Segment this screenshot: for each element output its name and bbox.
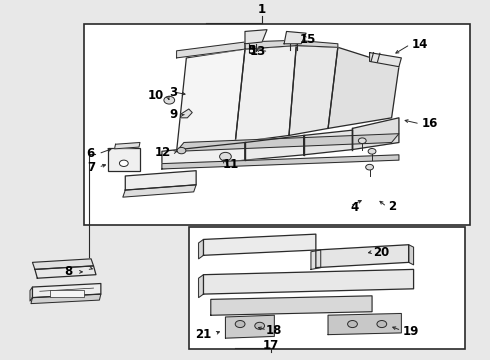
Polygon shape	[35, 266, 96, 278]
Text: 5: 5	[247, 44, 256, 57]
Bar	[108, 148, 140, 171]
Text: 7: 7	[87, 161, 95, 174]
Circle shape	[377, 320, 387, 328]
Circle shape	[368, 148, 376, 154]
Text: 16: 16	[422, 117, 438, 130]
Polygon shape	[198, 275, 203, 298]
Text: 19: 19	[402, 325, 419, 338]
Polygon shape	[125, 171, 196, 190]
Text: 9: 9	[170, 108, 177, 121]
Polygon shape	[30, 287, 32, 301]
Polygon shape	[180, 109, 192, 118]
Polygon shape	[198, 239, 203, 259]
Polygon shape	[245, 135, 304, 160]
Polygon shape	[296, 40, 338, 47]
Polygon shape	[211, 296, 372, 315]
Polygon shape	[409, 245, 414, 265]
Polygon shape	[176, 49, 245, 151]
Polygon shape	[316, 245, 409, 267]
Polygon shape	[32, 259, 94, 269]
Polygon shape	[225, 315, 274, 338]
Circle shape	[235, 320, 245, 328]
Polygon shape	[369, 53, 401, 67]
Polygon shape	[245, 40, 296, 49]
Circle shape	[255, 322, 265, 329]
Bar	[189, 227, 465, 349]
Polygon shape	[328, 314, 401, 335]
Bar	[49, 290, 84, 297]
Text: 21: 21	[196, 328, 212, 341]
Circle shape	[220, 152, 231, 161]
Text: 17: 17	[263, 339, 279, 352]
Polygon shape	[162, 155, 399, 169]
Circle shape	[120, 160, 128, 166]
Text: 20: 20	[373, 246, 389, 259]
Text: 10: 10	[148, 89, 164, 102]
Polygon shape	[289, 46, 338, 135]
Text: 2: 2	[388, 200, 396, 213]
Polygon shape	[328, 47, 399, 129]
Text: 6: 6	[87, 147, 95, 160]
Polygon shape	[162, 143, 245, 169]
Polygon shape	[203, 269, 414, 294]
Text: 12: 12	[154, 145, 171, 158]
Circle shape	[164, 96, 174, 104]
Text: 4: 4	[350, 201, 358, 213]
Polygon shape	[123, 185, 196, 197]
Polygon shape	[32, 284, 101, 298]
Text: 8: 8	[64, 265, 73, 278]
Bar	[84, 24, 470, 225]
Polygon shape	[235, 46, 296, 143]
Circle shape	[358, 138, 366, 144]
Circle shape	[347, 320, 357, 328]
Text: 13: 13	[249, 45, 266, 58]
Polygon shape	[311, 250, 321, 269]
Polygon shape	[176, 42, 245, 58]
Text: 15: 15	[300, 33, 316, 46]
Text: 3: 3	[169, 86, 177, 99]
Text: 14: 14	[412, 38, 428, 51]
Text: 11: 11	[223, 158, 239, 171]
Polygon shape	[304, 130, 352, 155]
Polygon shape	[31, 294, 101, 303]
Polygon shape	[176, 134, 399, 151]
Text: 1: 1	[258, 3, 266, 15]
Polygon shape	[352, 118, 399, 149]
Text: 18: 18	[266, 324, 282, 337]
Polygon shape	[284, 31, 306, 44]
Polygon shape	[115, 143, 140, 149]
Circle shape	[366, 165, 373, 170]
Circle shape	[177, 148, 186, 154]
Polygon shape	[245, 30, 267, 44]
Polygon shape	[203, 234, 316, 255]
